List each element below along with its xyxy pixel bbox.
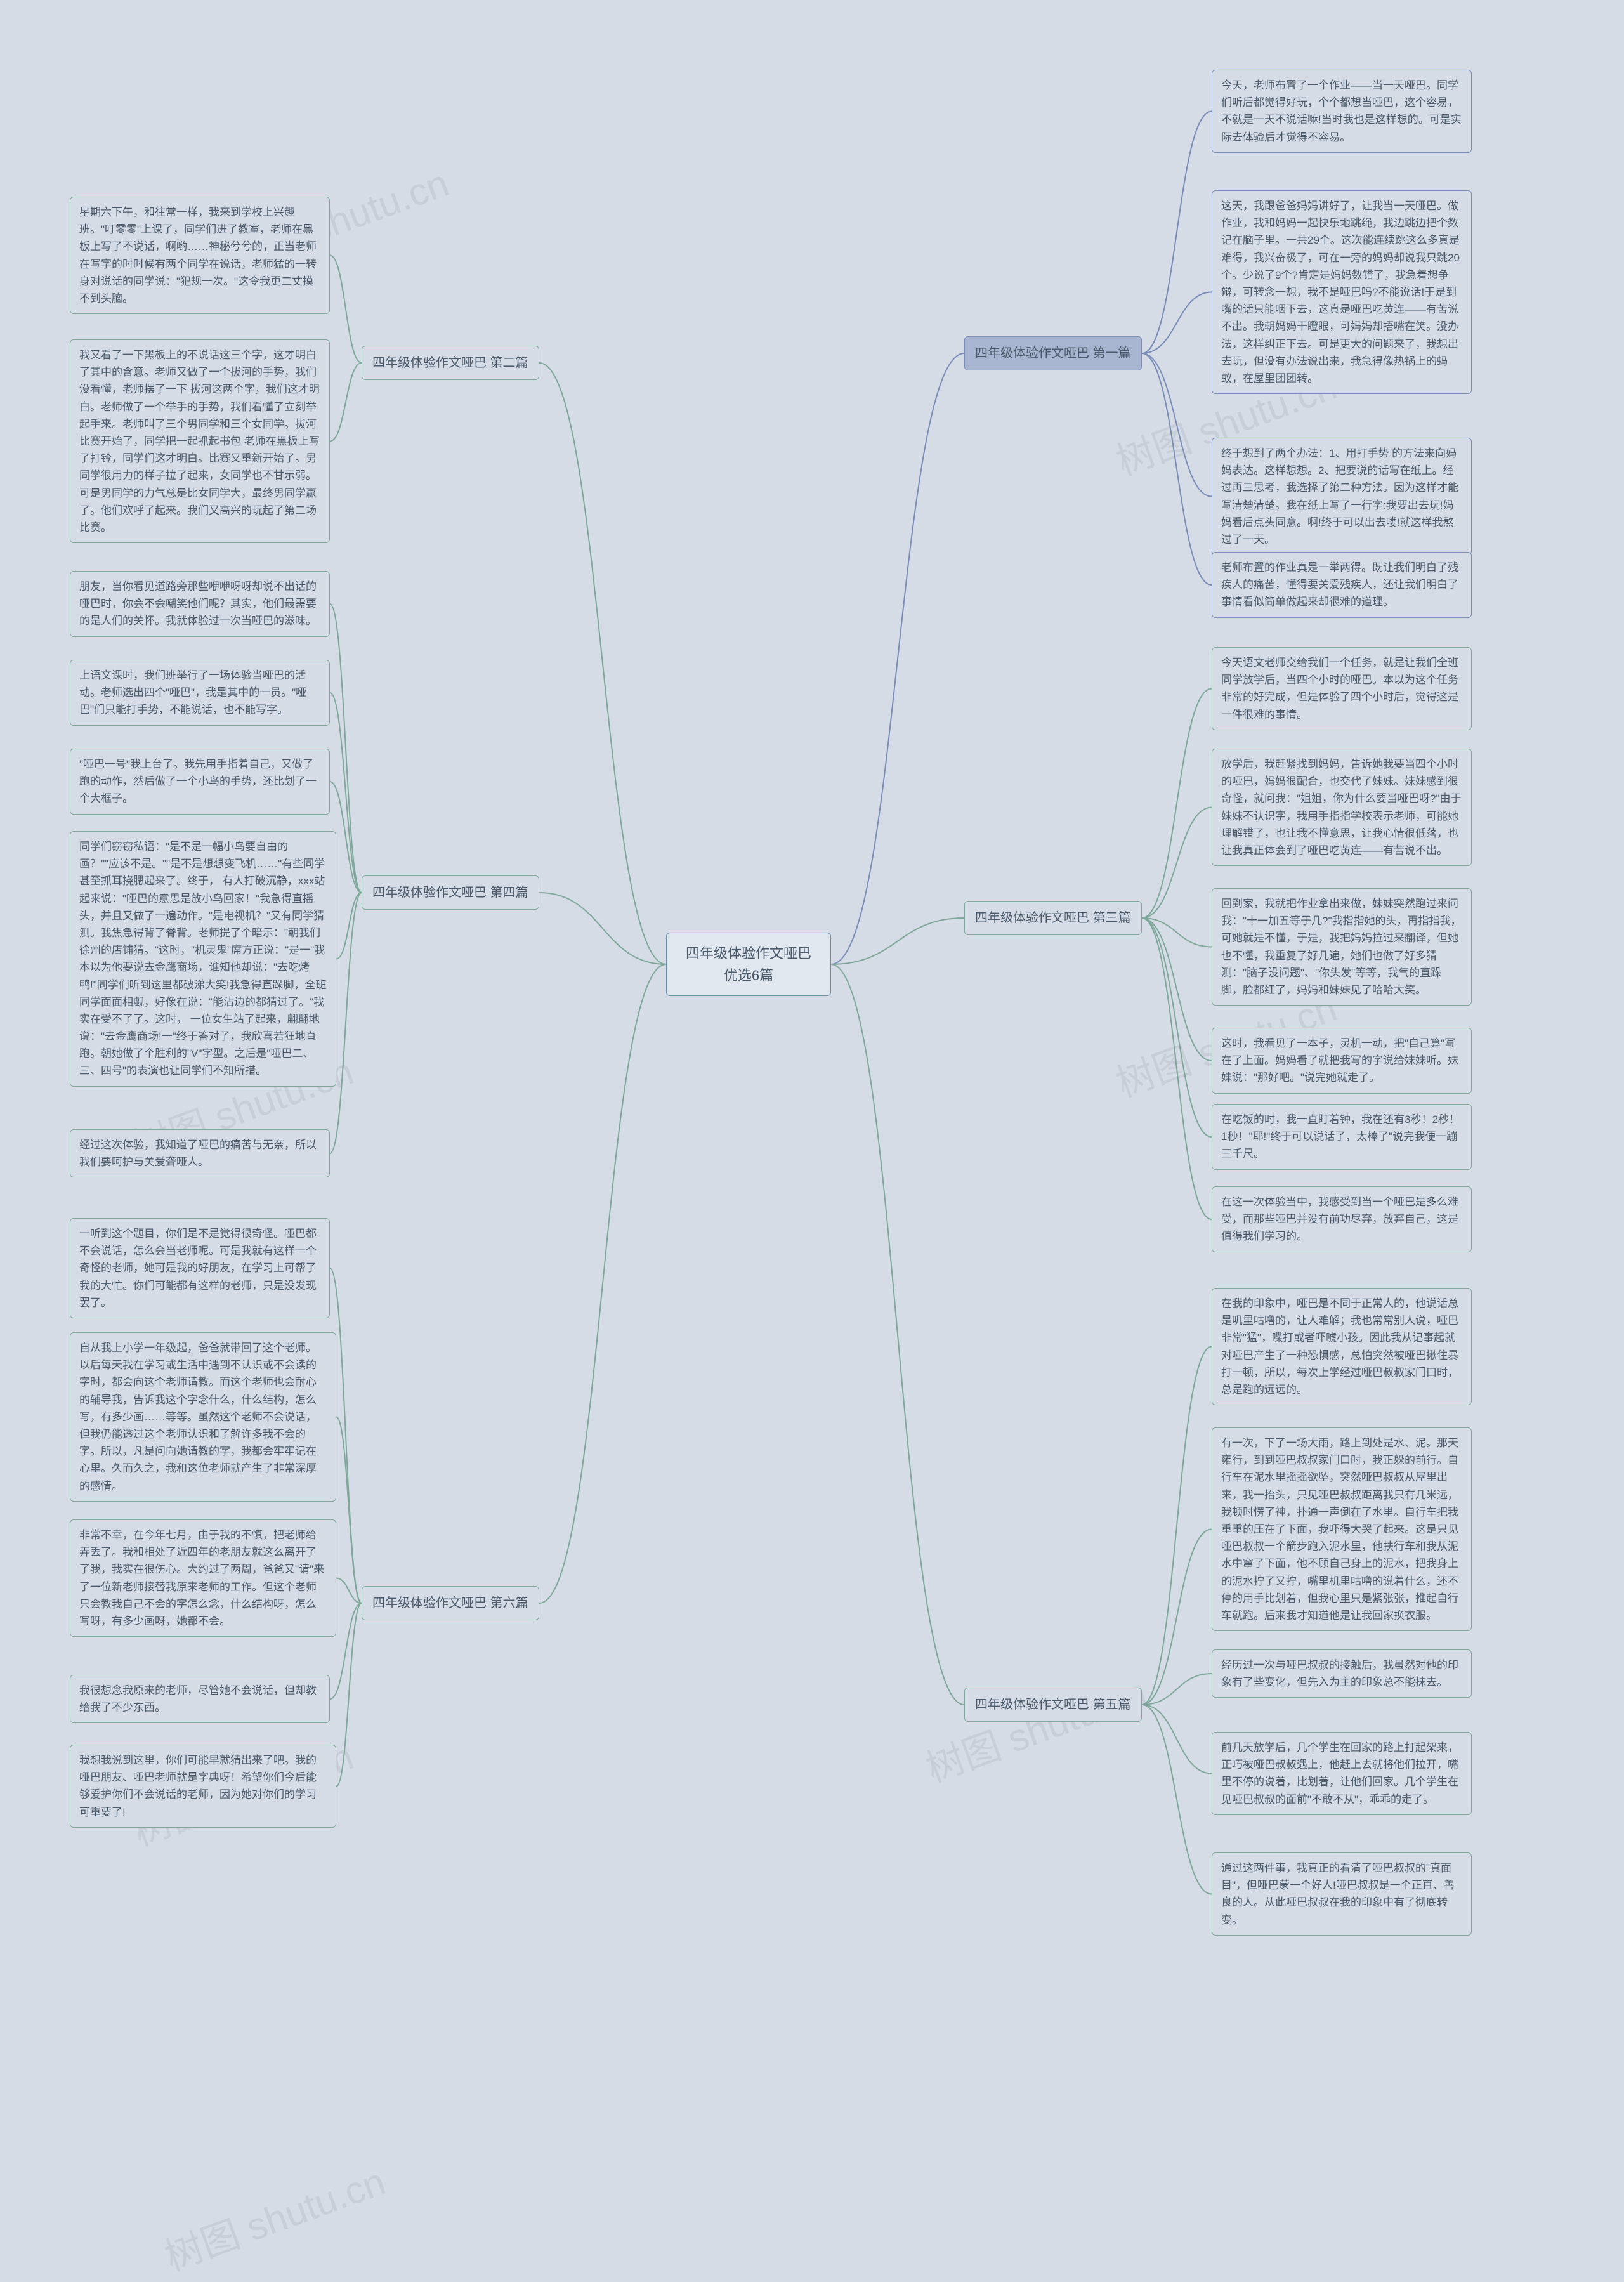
- leaf-b5-4: 通过这两件事，我真正的看清了哑巴叔叔的"真面目"，但哑巴蒙一个好人!哑巴叔叔是一…: [1212, 1852, 1472, 1936]
- leaf-b1-1: 这天，我跟爸爸妈妈讲好了，让我当一天哑巴。做作业，我和妈妈一起快乐地跳绳，我边跳…: [1212, 190, 1472, 394]
- leaf-b2-1: 我又看了一下黑板上的不说话这三个字，这才明白了其中的含意。老师又做了一个拔河的手…: [70, 339, 330, 543]
- leaf-b1-2: 终于想到了两个办法：1、用打手势 的方法来向妈妈表达。这样想想。2、把要说的话写…: [1212, 438, 1472, 555]
- branch-b3: 四年级体验作文哑巴 第三篇: [964, 901, 1142, 935]
- leaf-b3-2: 回到家，我就把作业拿出来做，妹妹突然跑过来问我："十一加五等于几?"我指指她的头…: [1212, 888, 1472, 1006]
- branch-b4: 四年级体验作文哑巴 第四篇: [362, 875, 539, 910]
- leaf-b5-3: 前几天放学后，几个学生在回家的路上打起架来，正巧被哑巴叔叔遇上，他赶上去就将他们…: [1212, 1732, 1472, 1815]
- branch-b1: 四年级体验作文哑巴 第一篇: [964, 336, 1142, 370]
- branch-b2: 四年级体验作文哑巴 第二篇: [362, 346, 539, 380]
- leaf-b6-4: 我想我说到这里，你们可能早就猜出来了吧。我的哑巴朋友、哑巴老师就是字典呀！希望你…: [70, 1745, 336, 1828]
- center-node: 四年级体验作文哑巴优选6篇: [666, 933, 831, 996]
- leaf-b3-3: 这时，我看见了一本子，灵机一动，把"自己算"写在了上面。妈妈看了就把我写的字说给…: [1212, 1028, 1472, 1094]
- leaf-b2-0: 星期六下午，和往常一样，我来到学校上兴趣班。"叮零零"上课了，同学们进了教室，老…: [70, 197, 330, 314]
- leaf-b1-3: 老师布置的作业真是一举两得。既让我们明白了残疾人的痛苦，懂得要关爱残疾人，还让我…: [1212, 552, 1472, 618]
- leaf-b6-1: 自从我上小学一年级起，爸爸就带回了这个老师。以后每天我在学习或生活中遇到不认识或…: [70, 1332, 336, 1502]
- leaf-b3-5: 在这一次体验当中，我感受到当一个哑巴是多么难受，而那些哑巴并没有前功尽弃，放弃自…: [1212, 1186, 1472, 1252]
- watermark: 树图 shutu.cn: [917, 1662, 1153, 1793]
- leaf-b4-4: 经过这次体验，我知道了哑巴的痛苦与无奈，所以我们要呵护与关爱聋哑人。: [70, 1129, 330, 1177]
- leaf-b5-2: 经历过一次与哑巴叔叔的接触后，我虽然对他的印象有了些变化，但先入为主的印象总不能…: [1212, 1649, 1472, 1698]
- leaf-b6-0: 一听到这个题目，你们是不是觉得很奇怪。哑巴都不会说话，怎么会当老师呢。可是我就有…: [70, 1218, 330, 1318]
- branch-b6: 四年级体验作文哑巴 第六篇: [362, 1586, 539, 1620]
- leaf-b4-0: 朋友，当你看见道路旁那些咿咿呀呀却说不出话的哑巴时，你会不会嘲笑他们呢？其实，他…: [70, 571, 330, 637]
- leaf-b4-1: 上语文课时，我们班举行了一场体验当哑巴的活动。老师选出四个"哑巴"，我是其中的一…: [70, 660, 330, 726]
- leaf-b3-4: 在吃饭的时，我一直盯着钟，我在还有3秒！2秒！1秒！"耶!"终于可以说话了，太棒…: [1212, 1104, 1472, 1170]
- leaf-b5-0: 在我的印象中，哑巴是不同于正常人的，他说话总是叽里咕噜的，让人难解；我也常常别人…: [1212, 1288, 1472, 1405]
- watermark: 树图 shutu.cn: [156, 2151, 391, 2281]
- leaf-b3-0: 今天语文老师交给我们一个任务，就是让我们全班同学放学后，当四个小时的哑巴。本以为…: [1212, 647, 1472, 730]
- leaf-b5-1: 有一次，下了一场大雨，路上到处是水、泥。那天雍行，到到哑巴叔叔家门口时，我正躲的…: [1212, 1427, 1472, 1631]
- leaf-b4-3: 同学们窃窃私语："是不是一幅小鸟要自由的画？""应该不是。""是不是想想变飞机……: [70, 831, 336, 1087]
- leaf-b6-2: 非常不幸，在今年七月，由于我的不慎，把老师给弄丢了。我和相处了近四年的老朋友就这…: [70, 1519, 336, 1637]
- leaf-b3-1: 放学后，我赶紧找到妈妈，告诉她我要当四个小时的哑巴，妈妈很配合，也交代了妹妹。妹…: [1212, 749, 1472, 866]
- leaf-b4-2: "哑巴一号"我上台了。我先用手指着自己，又做了跑的动作，然后做了一个小鸟的手势，…: [70, 749, 330, 815]
- branch-b5: 四年级体验作文哑巴 第五篇: [964, 1688, 1142, 1722]
- leaf-b6-3: 我很想念我原来的老师，尽管她不会说话，但却教给我了不少东西。: [70, 1675, 330, 1723]
- leaf-b1-0: 今天，老师布置了一个作业——当一天哑巴。同学们听后都觉得好玩，个个都想当哑巴，这…: [1212, 70, 1472, 153]
